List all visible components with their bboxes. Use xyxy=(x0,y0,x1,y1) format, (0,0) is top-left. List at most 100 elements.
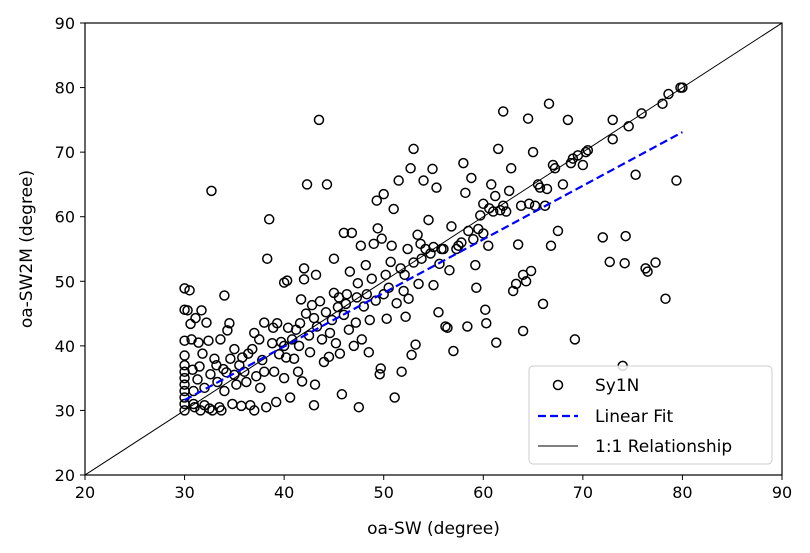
data-point xyxy=(431,182,442,193)
data-point xyxy=(278,340,290,352)
data-point xyxy=(190,312,201,324)
data-point xyxy=(361,288,373,300)
data-point xyxy=(353,401,365,413)
data-point xyxy=(224,318,235,329)
data-point xyxy=(448,345,459,357)
x-tick-label: 70 xyxy=(573,483,593,502)
data-point xyxy=(271,318,283,329)
data-point xyxy=(623,121,634,132)
data-point xyxy=(205,369,216,380)
data-point xyxy=(580,146,592,158)
data-point xyxy=(360,259,372,271)
data-point xyxy=(284,392,296,403)
data-point xyxy=(340,298,352,310)
data-point xyxy=(193,337,204,348)
data-point xyxy=(308,400,320,411)
data-point xyxy=(260,401,272,413)
data-point xyxy=(258,366,270,377)
data-point xyxy=(371,195,382,206)
data-point xyxy=(323,351,335,363)
data-point xyxy=(416,253,427,264)
data-point xyxy=(375,363,386,374)
data-point xyxy=(663,88,674,100)
data-point xyxy=(197,348,208,359)
data-point xyxy=(619,257,630,269)
data-point xyxy=(412,229,423,241)
legend-box xyxy=(528,365,773,465)
data-point xyxy=(636,108,647,119)
data-point xyxy=(403,293,414,304)
data-point xyxy=(381,313,392,324)
data-point xyxy=(179,335,190,346)
data-point xyxy=(400,311,411,323)
data-point xyxy=(458,157,469,169)
data-point xyxy=(251,370,262,382)
data-point xyxy=(179,350,190,361)
data-point xyxy=(343,324,355,335)
data-point xyxy=(557,179,569,190)
data-point xyxy=(597,232,609,243)
data-point xyxy=(192,374,203,385)
data-point xyxy=(402,243,413,255)
data-point xyxy=(475,210,486,221)
data-point xyxy=(671,175,682,186)
data-point xyxy=(304,347,316,358)
data-point xyxy=(368,238,380,250)
data-point xyxy=(209,353,220,365)
y-tick-label: 30 xyxy=(55,401,75,420)
data-point xyxy=(582,144,594,156)
data-point xyxy=(489,190,501,202)
data-point xyxy=(425,248,436,259)
data-point xyxy=(537,298,549,310)
data-point xyxy=(348,340,360,352)
data-point xyxy=(295,294,307,305)
data-point xyxy=(341,288,353,300)
data-point xyxy=(492,143,504,155)
data-point xyxy=(356,334,368,345)
data-point xyxy=(196,305,207,316)
data-point xyxy=(311,321,323,332)
data-point xyxy=(677,82,688,93)
data-point xyxy=(527,146,539,158)
data-point xyxy=(293,340,305,352)
data-point xyxy=(483,240,494,252)
data-point xyxy=(490,337,502,348)
data-point xyxy=(413,278,424,290)
data-point xyxy=(281,275,293,286)
data-point xyxy=(438,243,449,255)
x-tick-label: 40 xyxy=(274,483,294,502)
data-point xyxy=(204,403,215,414)
data-point xyxy=(657,98,668,109)
data-point xyxy=(212,376,223,388)
data-point xyxy=(231,379,242,390)
data-point xyxy=(366,273,378,284)
x-tick-label: 50 xyxy=(374,483,394,502)
y-tick-label: 60 xyxy=(55,208,75,227)
data-point xyxy=(539,200,551,211)
data-point xyxy=(380,269,391,281)
data-point xyxy=(316,334,328,345)
data-point xyxy=(507,285,519,297)
data-point xyxy=(344,266,356,277)
data-point xyxy=(534,182,546,193)
data-point xyxy=(314,296,326,307)
data-point xyxy=(396,366,407,377)
data-point xyxy=(346,227,358,239)
x-tick-label: 80 xyxy=(672,483,692,502)
data-point xyxy=(374,369,385,380)
data-point xyxy=(261,253,273,264)
data-point xyxy=(487,206,499,217)
axes: 20 30 40 50 60 70 80 90 20 30 40 50 60 70 80 90 xyxy=(55,14,793,502)
data-point xyxy=(254,334,265,345)
data-point xyxy=(607,133,618,145)
data-point xyxy=(517,325,529,337)
data-point xyxy=(442,322,453,334)
data-point xyxy=(338,309,350,321)
data-point xyxy=(278,277,290,288)
data-point xyxy=(280,352,292,363)
y-tick-label: 20 xyxy=(55,466,75,485)
data-point xyxy=(385,256,396,268)
data-point xyxy=(607,114,618,126)
